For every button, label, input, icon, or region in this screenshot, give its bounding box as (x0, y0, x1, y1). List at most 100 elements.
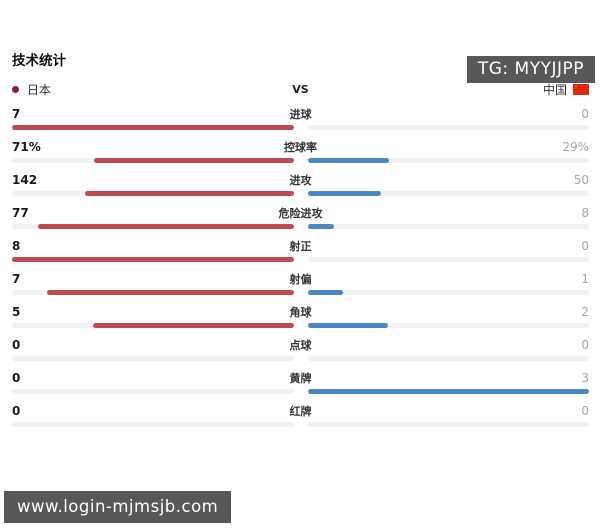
stat-bars (12, 257, 589, 262)
home-bar (38, 224, 294, 229)
home-bar (12, 125, 294, 130)
home-bar (93, 158, 294, 163)
stat-values: 7 射偏 1 (12, 271, 589, 286)
stat-label: 进球 (289, 108, 312, 121)
away-bar-track (307, 191, 589, 196)
stats-rows: 7 进球 0 71% 控球率 29% (12, 106, 589, 427)
stat-row: 5 角球 2 (12, 304, 589, 328)
home-bar-track (12, 422, 294, 427)
site-watermark-text: www.login-mjmsjb.com (17, 497, 219, 516)
stat-label: 射偏 (289, 273, 312, 286)
away-value: 0 (581, 338, 589, 352)
home-bar-track (12, 191, 294, 196)
home-bar-track (12, 257, 294, 262)
home-value: 0 (12, 404, 21, 418)
stat-values: 71% 控球率 29% (12, 139, 589, 154)
home-bar (85, 191, 294, 196)
away-bar (307, 158, 390, 163)
away-bar-track (307, 356, 589, 361)
home-team: 日本 (12, 81, 292, 98)
away-bar-track (307, 389, 589, 394)
away-bar-track (307, 125, 589, 130)
away-value: 8 (581, 206, 589, 220)
away-bar-track (307, 257, 589, 262)
stat-bars (12, 290, 589, 295)
stat-row: 0 点球 0 (12, 337, 589, 361)
away-bar-track (307, 290, 589, 295)
away-bar-track (307, 158, 589, 163)
home-value: 77 (12, 206, 29, 220)
stat-label: 进攻 (289, 174, 312, 187)
stat-values: 142 进攻 50 (12, 172, 589, 187)
stat-row: 142 进攻 50 (12, 172, 589, 196)
home-value: 0 (12, 338, 21, 352)
stat-row: 8 射正 0 (12, 238, 589, 262)
away-value: 0 (581, 404, 589, 418)
stat-values: 0 点球 0 (12, 337, 589, 352)
home-value: 0 (12, 371, 21, 385)
away-value: 50 (573, 173, 589, 187)
stat-row: 7 进球 0 (12, 106, 589, 130)
japan-dot-icon (12, 86, 19, 93)
home-bar-track (12, 125, 294, 130)
home-bar-track (12, 389, 294, 394)
away-value: 29% (562, 140, 589, 154)
stat-values: 8 射正 0 (12, 238, 589, 253)
site-watermark-badge: www.login-mjmsjb.com (4, 491, 232, 523)
home-bar-track (12, 158, 294, 163)
stat-row: 7 射偏 1 (12, 271, 589, 295)
home-bar-track (12, 224, 294, 229)
stat-bars (12, 323, 589, 328)
stat-bars (12, 389, 589, 394)
away-bar-track (307, 224, 589, 229)
vs-label: VS (292, 83, 309, 96)
home-bar-track (12, 290, 294, 295)
tg-watermark-text: TG: MYYJJPP (477, 59, 584, 79)
away-value: 2 (581, 305, 589, 319)
home-bar (47, 290, 294, 295)
away-team: 中国 (309, 81, 589, 98)
home-team-name: 日本 (27, 83, 52, 97)
home-bar (12, 257, 294, 262)
stat-label: 红牌 (289, 405, 312, 418)
page-title: 技术统计 (12, 53, 66, 69)
stat-values: 7 进球 0 (12, 106, 589, 121)
stat-values: 0 黄牌 3 (12, 370, 589, 385)
home-bar (92, 323, 294, 328)
stat-label: 射正 (289, 240, 312, 253)
stat-values: 5 角球 2 (12, 304, 589, 319)
home-value: 5 (12, 305, 21, 319)
away-bar (307, 389, 589, 394)
away-bar-track (307, 323, 589, 328)
stat-label: 危险进攻 (278, 207, 323, 220)
stat-values: 0 红牌 0 (12, 403, 589, 418)
away-value: 3 (581, 371, 589, 385)
away-value: 1 (581, 272, 589, 286)
away-bar (307, 290, 343, 295)
stats-panel: 技术统计 日本 VS 中国 7 进球 0 (0, 49, 600, 427)
home-bar-track (12, 323, 294, 328)
stat-bars (12, 125, 589, 130)
stat-label: 角球 (289, 306, 312, 319)
stat-bars (12, 158, 589, 163)
stat-label: 黄牌 (289, 372, 312, 385)
stat-bars (12, 191, 589, 196)
tg-watermark-badge: TG: MYYJJPP (466, 56, 595, 83)
china-flag-icon (573, 84, 589, 95)
stat-row: 0 红牌 0 (12, 403, 589, 427)
home-bar-track (12, 356, 294, 361)
stat-bars (12, 356, 589, 361)
away-value: 0 (581, 107, 589, 121)
home-value: 8 (12, 239, 21, 253)
home-value: 7 (12, 272, 21, 286)
home-value: 71% (12, 140, 41, 154)
stat-row: 77 危险进攻 8 (12, 205, 589, 229)
stat-values: 77 危险进攻 8 (12, 205, 589, 220)
away-bar (307, 191, 381, 196)
stat-bars (12, 422, 589, 427)
stat-label: 点球 (289, 339, 312, 352)
home-value: 142 (12, 173, 38, 187)
away-team-name: 中国 (542, 83, 567, 97)
stat-row: 71% 控球率 29% (12, 139, 589, 163)
away-bar (307, 323, 388, 328)
